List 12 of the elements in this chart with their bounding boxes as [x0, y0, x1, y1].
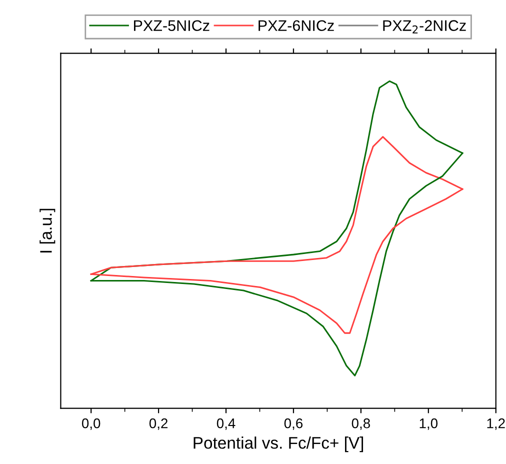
- x-tick-label: 0,0: [82, 418, 100, 430]
- x-tick-label: 0,2: [149, 418, 168, 430]
- legend-label: PXZ-6NICz: [258, 20, 334, 32]
- x-tick-label: 0,4: [216, 418, 236, 430]
- x-axis-title: Potential vs. Fc/Fc+ [V]: [194, 436, 364, 452]
- x-tick-label: 1,0: [420, 418, 438, 430]
- x-tick-label: 1,2: [487, 418, 505, 430]
- y-axis-title: I [a.u.]: [40, 208, 56, 252]
- legend-label: PXZ$_{2}$-2NICz: [383, 20, 466, 34]
- legend-label: PXZ-5NICz: [134, 20, 210, 32]
- x-tick-label: 0,6: [284, 418, 303, 430]
- x-tick-label: 0,8: [352, 418, 370, 430]
